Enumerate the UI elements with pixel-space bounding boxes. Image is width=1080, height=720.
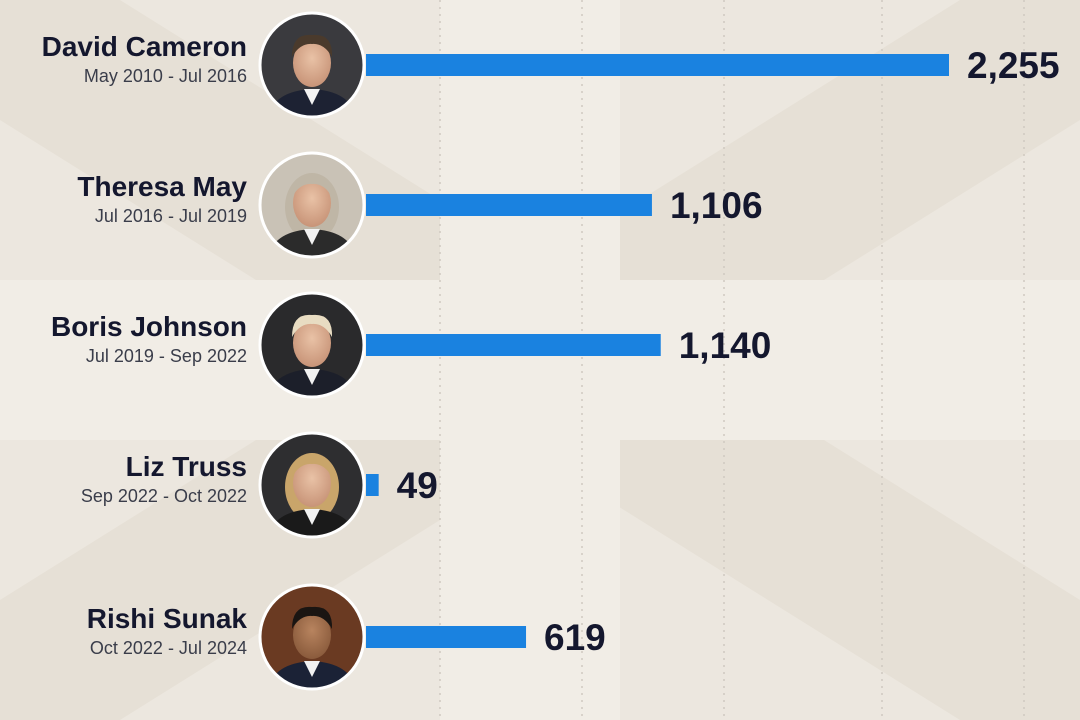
- value-label: 2,255: [967, 45, 1060, 86]
- bar: [366, 334, 661, 356]
- chart-row: 49 Liz Truss Sep 2022 - Oct 2022: [81, 431, 438, 539]
- chart-row: 1,106 Theresa May Jul 2016 - Jul 2019: [77, 151, 763, 259]
- bar: [366, 626, 527, 648]
- chart-row: 619 Rishi Sunak Oct 2022 - Jul 2024: [87, 583, 606, 691]
- boris-johnson-portrait: [258, 291, 366, 399]
- category-label: Rishi Sunak: [87, 603, 248, 634]
- rishi-sunak-portrait: [258, 583, 366, 691]
- category-label: David Cameron: [42, 31, 247, 62]
- bar: [366, 54, 949, 76]
- value-label: 1,106: [670, 185, 763, 226]
- category-label: Theresa May: [77, 171, 247, 202]
- bar: [366, 194, 652, 216]
- value-label: 1,140: [679, 325, 772, 366]
- chart-row: 1,140 Boris Johnson Jul 2019 - Sep 2022: [51, 291, 772, 399]
- david-cameron-portrait: [258, 11, 366, 119]
- liz-truss-portrait: [258, 431, 366, 539]
- value-label: 49: [397, 465, 438, 506]
- tenure-label: Oct 2022 - Jul 2024: [90, 638, 247, 658]
- value-label: 619: [544, 617, 606, 658]
- chart-row: 2,255 David Cameron May 2010 - Jul 2016: [42, 11, 1060, 119]
- tenure-label: May 2010 - Jul 2016: [84, 66, 247, 86]
- tenure-label: Jul 2019 - Sep 2022: [86, 346, 247, 366]
- theresa-may-portrait: [258, 151, 366, 259]
- gridlines: [439, 0, 1025, 720]
- category-label: Liz Truss: [126, 451, 247, 482]
- bar: [366, 474, 379, 496]
- tenure-label: Sep 2022 - Oct 2022: [81, 486, 247, 506]
- tenure-label: Jul 2016 - Jul 2019: [95, 206, 247, 226]
- category-label: Boris Johnson: [51, 311, 247, 342]
